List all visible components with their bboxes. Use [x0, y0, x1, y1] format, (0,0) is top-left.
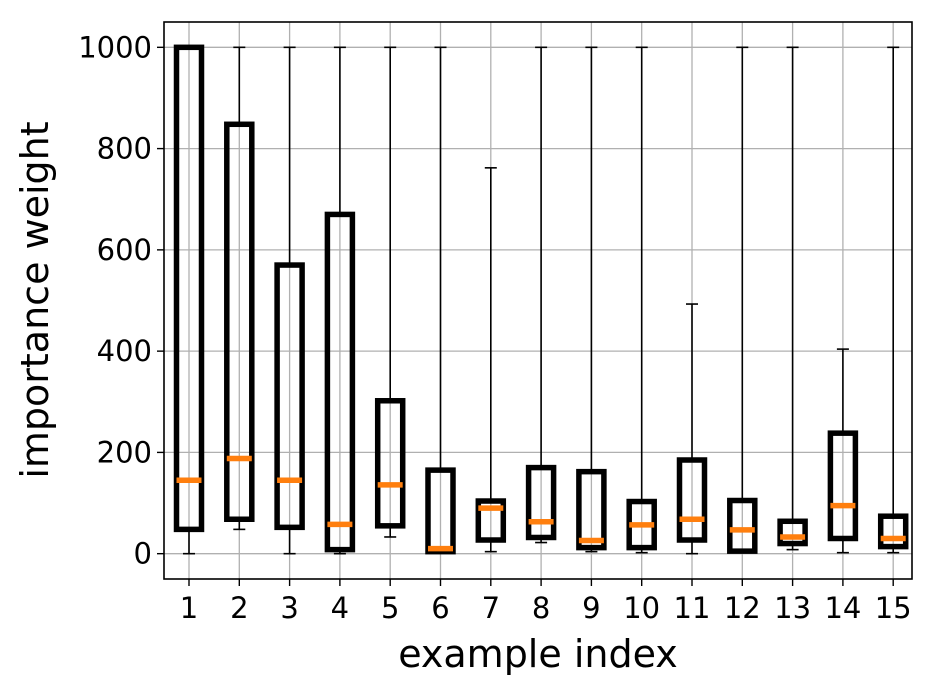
- y-tick-label: 800: [97, 132, 152, 166]
- iqr-box: [425, 467, 456, 555]
- y-tick-label: 400: [97, 334, 152, 368]
- x-tick-label: 5: [381, 591, 399, 625]
- box-8: [525, 46, 557, 544]
- x-tick-label: 13: [774, 591, 811, 625]
- box-11: [676, 303, 708, 555]
- box-1: [173, 44, 205, 555]
- x-tick-label: 9: [582, 591, 600, 625]
- box-7: [475, 167, 507, 553]
- box-6: [425, 46, 456, 555]
- iqr-box: [777, 518, 808, 547]
- iqr-box: [827, 430, 859, 542]
- x-tick-label: 3: [280, 591, 298, 625]
- box-14: [827, 348, 859, 554]
- plot-frame: [163, 21, 913, 580]
- x-tick-label: 12: [724, 591, 761, 625]
- box-10: [626, 46, 657, 554]
- x-tick-label: 1: [180, 591, 198, 625]
- box-4: [324, 46, 356, 555]
- iqr-box: [224, 121, 255, 522]
- x-tick-label: 11: [674, 591, 711, 625]
- y-tick-label: 1000: [78, 30, 152, 64]
- iqr-box: [877, 513, 909, 550]
- x-tick-label: 10: [623, 591, 660, 625]
- iqr-box: [525, 464, 557, 541]
- box-5: [374, 46, 406, 538]
- y-tick-label: 600: [97, 233, 152, 267]
- box-3: [274, 46, 305, 555]
- y-tick-label: 200: [97, 435, 152, 469]
- iqr-box: [173, 44, 205, 533]
- box-15: [877, 46, 909, 554]
- x-tick-label: 6: [431, 591, 449, 625]
- x-tick-label: 8: [532, 591, 550, 625]
- iqr-box: [324, 211, 356, 553]
- y-tick-label: 0: [134, 537, 152, 571]
- iqr-box: [374, 398, 406, 529]
- y-axis-label: importance weight: [13, 121, 57, 478]
- iqr-box: [475, 498, 507, 543]
- box-12: [727, 46, 758, 554]
- iqr-box: [576, 468, 607, 551]
- box-2: [224, 46, 255, 531]
- x-tick-label: 15: [875, 591, 912, 625]
- x-tick-label: 2: [230, 591, 248, 625]
- box-13: [777, 46, 808, 551]
- x-tick-label: 4: [331, 591, 349, 625]
- iqr-box: [727, 497, 758, 554]
- iqr-box: [274, 262, 305, 531]
- box-9: [576, 46, 607, 553]
- box-plot-series: [173, 44, 909, 555]
- x-tick-label: 7: [482, 591, 500, 625]
- x-axis-label: example index: [398, 632, 678, 676]
- iqr-box: [676, 457, 708, 543]
- x-tick-label: 14: [824, 591, 861, 625]
